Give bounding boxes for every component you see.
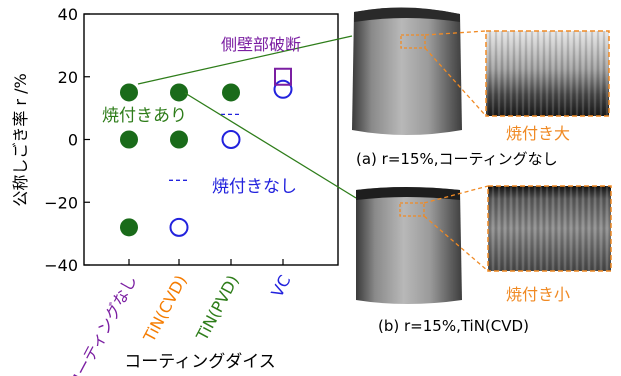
marker-seizure-yes xyxy=(120,131,138,149)
y-tick-label: 0 xyxy=(68,131,78,150)
y-tick-label: −20 xyxy=(44,193,78,212)
marker-seizure-yes xyxy=(120,83,138,101)
caption-a: (a) r=15%,コーティングなし xyxy=(356,150,558,168)
photo-a xyxy=(352,7,609,135)
marker-seizure-no xyxy=(275,81,292,98)
zoom-label-b: 焼付き小 xyxy=(506,285,570,304)
marker-seizure-no xyxy=(223,131,240,148)
y-tick-label: 20 xyxy=(58,68,78,87)
y-tick-label: 40 xyxy=(58,5,78,24)
marker-seizure-yes xyxy=(120,218,138,236)
annotation-seizure-no: 焼付きなし xyxy=(212,177,297,197)
zoom-label-a: 焼付き大 xyxy=(506,124,570,143)
caption-b: (b) r=15%,TiN(CVD) xyxy=(378,317,529,335)
x-tick-label: TiN(CVD) xyxy=(139,272,190,346)
x-axis-title: コーティングダイス xyxy=(124,352,275,372)
photo-b xyxy=(356,186,611,304)
y-tick-label: −40 xyxy=(44,256,78,275)
annotation-wall-fracture: 側壁部破断 xyxy=(221,35,301,54)
marker-seizure-yes xyxy=(170,131,188,149)
can-photo-b xyxy=(356,187,462,304)
x-tick-label: VC xyxy=(267,272,294,300)
marker-seizure-yes xyxy=(170,83,188,101)
marker-seizure-no xyxy=(171,219,188,236)
y-axis-title: 公称しごき率 r /% xyxy=(11,73,30,206)
annotation-seizure-yes: 焼付きあり xyxy=(102,106,187,126)
marker-seizure-yes xyxy=(222,83,240,101)
x-tick-label: TiN(PVD) xyxy=(192,272,243,345)
